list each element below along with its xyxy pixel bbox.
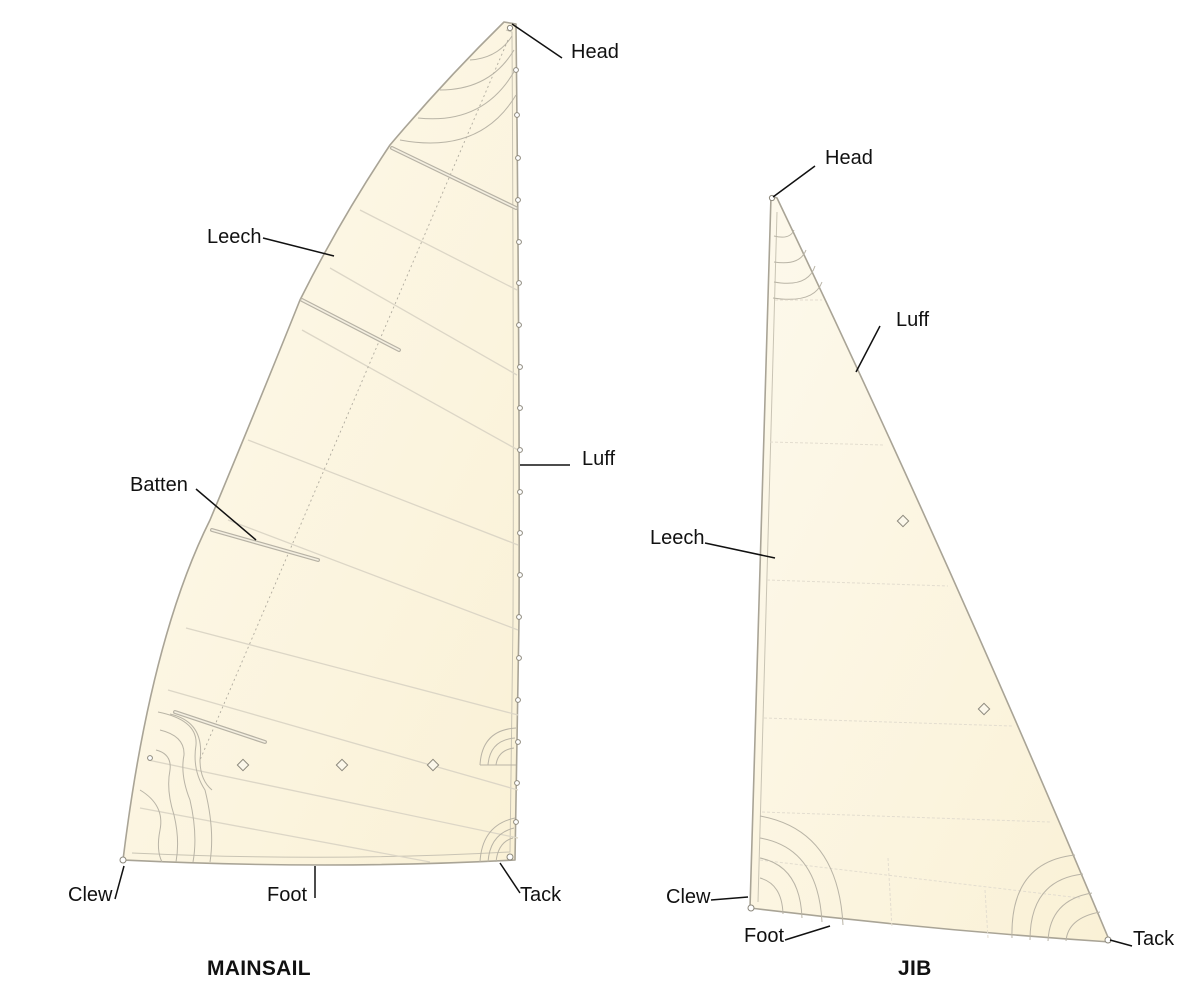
- jib-body: [750, 196, 1110, 942]
- mainsail-title: MAINSAIL: [207, 957, 311, 980]
- label-main-batten: Batten: [130, 474, 188, 496]
- label-jib-clew: Clew: [666, 886, 711, 908]
- label-jib-foot: Foot: [744, 925, 784, 947]
- leader-jib-head: [773, 166, 815, 197]
- label-jib-luff: Luff: [896, 309, 929, 331]
- mainsail: Head Leech Luff Batten Clew Foot Tack MA…: [68, 22, 619, 980]
- label-main-head: Head: [571, 41, 619, 63]
- leader-main-tack: [500, 863, 520, 893]
- leader-main-head: [512, 24, 562, 58]
- label-main-foot: Foot: [267, 884, 307, 906]
- label-main-tack: Tack: [520, 884, 562, 906]
- label-main-leech: Leech: [207, 226, 262, 248]
- label-main-luff: Luff: [582, 448, 615, 470]
- leader-jib-luff: [856, 326, 880, 372]
- leader-jib-tack: [1110, 940, 1132, 946]
- leader-main-leech: [263, 238, 334, 256]
- jib-title: JIB: [898, 957, 932, 980]
- label-jib-head: Head: [825, 147, 873, 169]
- leader-jib-clew: [711, 897, 748, 900]
- jib: Head Luff Leech Clew Foot Tack JIB: [650, 147, 1175, 980]
- label-jib-tack: Tack: [1133, 928, 1175, 950]
- label-jib-leech: Leech: [650, 527, 705, 549]
- leader-main-clew: [115, 866, 124, 899]
- label-main-clew: Clew: [68, 884, 113, 906]
- leader-jib-foot: [785, 926, 830, 940]
- mainsail-body: [123, 22, 519, 865]
